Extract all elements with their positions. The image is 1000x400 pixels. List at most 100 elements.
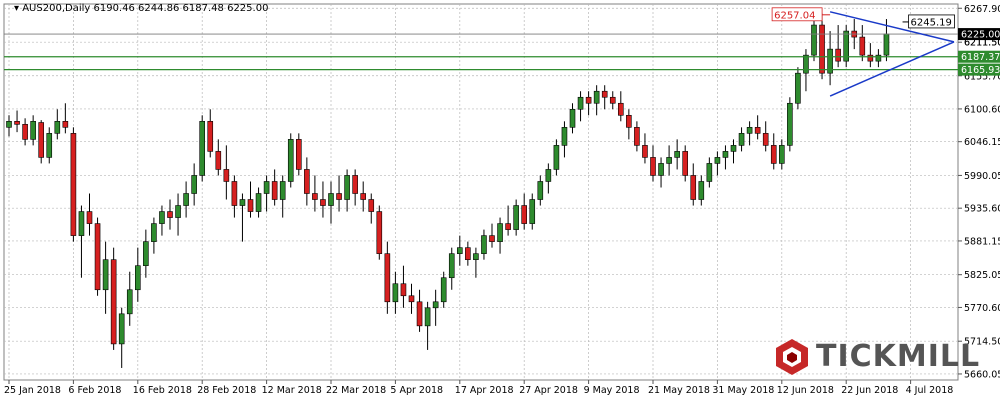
candle-bull xyxy=(175,205,181,218)
support-price-label: 6187.37 xyxy=(961,52,1000,63)
candle-bull xyxy=(875,54,882,62)
candle-bull xyxy=(183,193,189,206)
y-tick-label: 5714.50 xyxy=(964,337,1000,348)
candle-bear xyxy=(859,36,866,56)
candle-bull xyxy=(279,181,286,200)
candle-bull xyxy=(497,223,503,242)
candle-bear xyxy=(601,90,608,98)
y-tick-label: 5990.05 xyxy=(964,171,1000,182)
triangle-upper-line xyxy=(829,11,955,43)
candle-bear xyxy=(376,211,383,254)
candle-bull xyxy=(811,24,817,56)
x-tick-label: 6 Feb 2018 xyxy=(68,385,121,396)
annotation-label: 6245.19 xyxy=(911,17,952,28)
x-tick-label: 12 Mar 2018 xyxy=(262,385,322,396)
candle-bull xyxy=(513,205,519,230)
candle-bull xyxy=(46,133,53,158)
candle-bear xyxy=(754,127,761,134)
candle-bull xyxy=(803,54,809,74)
candle-bull xyxy=(827,48,833,74)
y-tick-label: 6211.50 xyxy=(964,38,1000,49)
candle-bear xyxy=(14,121,20,125)
ohlc-values: 6190.46 6244.86 6187.48 6225.00 xyxy=(93,3,269,14)
candle-bear xyxy=(62,121,69,128)
chart-header: ▾ AUS200,Daily 6190.46 6244.86 6187.48 6… xyxy=(14,3,268,14)
x-axis: 25 Jan 2018 6 Feb 2018 16 Feb 2018 28 Feb 2… xyxy=(4,380,953,396)
candles xyxy=(6,13,890,368)
apex-price-label: 6211.50 xyxy=(964,37,1000,48)
header-arrow-icon: ▾ xyxy=(14,3,20,14)
candle-bear xyxy=(38,122,45,158)
candle-bear xyxy=(465,247,471,260)
candle-bull xyxy=(118,313,125,345)
candle-bull xyxy=(553,145,560,170)
candle-bear xyxy=(352,175,358,194)
candle-bull xyxy=(778,145,785,164)
candle-bull xyxy=(456,247,463,254)
x-tick-label: 9 May 2018 xyxy=(584,385,640,396)
candle-bull xyxy=(135,265,141,291)
y-tick-label: 5660.05 xyxy=(964,369,1000,380)
candle-bull xyxy=(795,72,801,104)
candle-bear xyxy=(110,259,117,345)
candle-bear xyxy=(360,193,367,200)
tickmill-wordmark: TICKMILL xyxy=(816,339,981,374)
candle-bull xyxy=(593,90,600,104)
candle-bear xyxy=(312,193,318,200)
annotation-label: 6257.04 xyxy=(774,10,815,21)
candle-bull xyxy=(126,289,133,315)
candle-bull xyxy=(706,163,713,182)
candle-bull xyxy=(537,181,544,200)
candle-bull xyxy=(239,199,246,206)
x-tick-label: 16 Feb 2018 xyxy=(133,385,192,396)
x-tick-label: 22 Mar 2018 xyxy=(326,385,386,396)
candle-bear xyxy=(304,169,310,194)
candle-bear xyxy=(521,205,528,224)
candle-bear xyxy=(626,114,632,128)
candle-bull xyxy=(698,181,705,200)
y-tick-label: 5881.15 xyxy=(964,236,1000,247)
y-tick-label: 6046.15 xyxy=(964,137,1000,148)
x-tick-label: 22 Jun 2018 xyxy=(841,385,898,396)
candle-bear xyxy=(642,145,648,158)
y-axis: 6267.90 6211.50 6155.70 6100.60 6046.15 5990.… xyxy=(958,4,1000,380)
candle-bear xyxy=(682,151,689,176)
candle-bear xyxy=(271,181,278,200)
tickmill-hexagon-icon xyxy=(776,339,808,375)
candle-bear xyxy=(819,24,825,74)
candle-bear xyxy=(505,223,511,230)
candle-bull xyxy=(432,301,439,309)
candle-bull xyxy=(883,33,890,56)
y-tick-label: 5770.60 xyxy=(964,303,1000,314)
candle-bull xyxy=(730,145,737,152)
candle-bear xyxy=(223,169,230,182)
candle-bull xyxy=(255,193,262,212)
candle-bear xyxy=(94,223,101,291)
current-price-label: 6225.00 xyxy=(961,30,1000,41)
candle-bull xyxy=(787,102,793,146)
candle-bull xyxy=(6,121,12,128)
symbol-label: AUS200,Daily xyxy=(22,3,91,14)
candle-bear xyxy=(70,133,77,236)
x-tick-label: 21 May 2018 xyxy=(648,385,710,396)
candle-bear xyxy=(770,145,777,164)
candle-bull xyxy=(344,175,350,200)
candle-bull xyxy=(569,108,576,128)
current-price-tag xyxy=(958,28,1000,41)
x-tick-label: 17 Apr 2018 xyxy=(455,385,514,396)
triangle-lower-line xyxy=(829,41,955,97)
candle-bear xyxy=(400,283,407,297)
candle-bull xyxy=(722,151,729,158)
candle-bear xyxy=(231,181,238,206)
x-tick-label: 12 Jun 2018 xyxy=(777,385,834,396)
candle-bear xyxy=(617,102,624,116)
candle-bull xyxy=(529,199,536,224)
y-tick-label: 6267.90 xyxy=(964,4,1000,15)
candle-bear xyxy=(690,175,697,200)
candle-bull xyxy=(78,211,85,236)
candle-bull xyxy=(843,30,850,62)
candle-bear xyxy=(167,211,173,218)
x-tick-label: 31 May 2018 xyxy=(712,385,774,396)
candle-bull xyxy=(30,121,36,140)
candle-bull xyxy=(481,235,487,254)
